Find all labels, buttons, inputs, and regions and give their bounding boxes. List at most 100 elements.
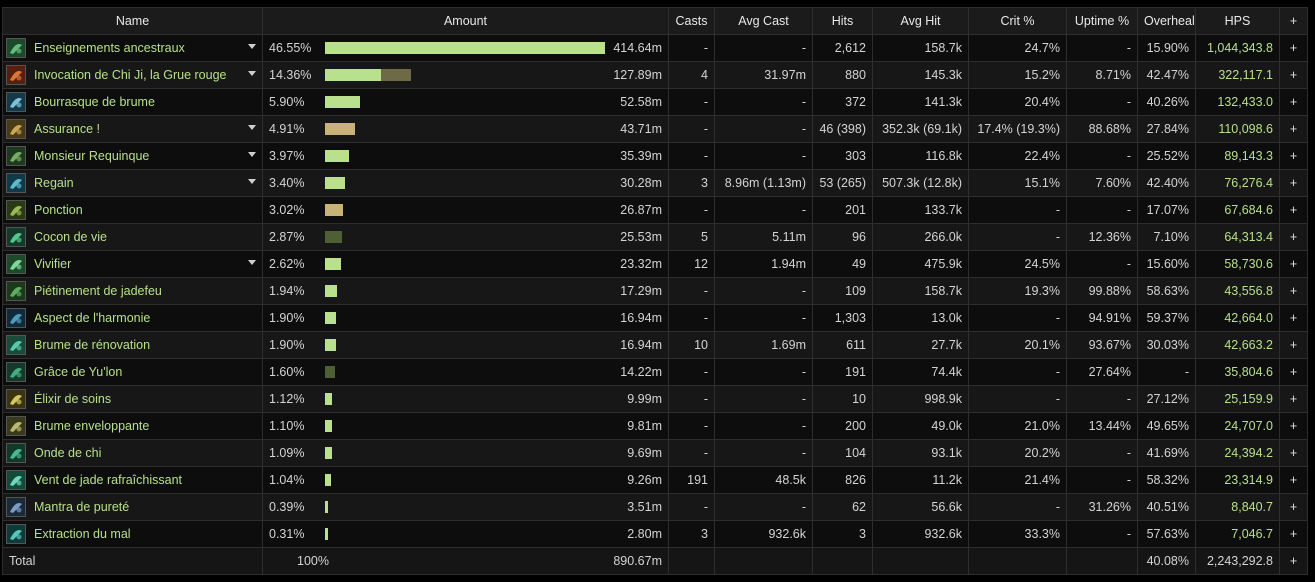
expand-caret-icon[interactable] xyxy=(248,71,256,76)
expand-caret-icon[interactable] xyxy=(248,44,256,49)
table-row[interactable]: Vivifier 2.62% 23.32m 12 1.94m 49 475.9k 24.… xyxy=(2,250,1308,278)
amount-bar-fill xyxy=(325,123,355,135)
casts-cell: - xyxy=(668,196,715,224)
column-header-name[interactable]: Name xyxy=(2,7,263,35)
row-expand-button[interactable]: + xyxy=(1279,385,1308,413)
row-expand-button[interactable]: + xyxy=(1279,358,1308,386)
table-row[interactable]: Monsieur Requinque 3.97% 35.39m - -303 116… xyxy=(2,142,1308,170)
spell-icon-jadefire-stomp xyxy=(6,281,26,301)
table-row[interactable]: Ponction 3.02% 26.87m - -201 133.7k - -17.07… xyxy=(2,196,1308,224)
column-header-casts[interactable]: Casts xyxy=(668,7,715,35)
row-expand-button[interactable]: + xyxy=(1279,277,1308,305)
expand-caret-icon[interactable] xyxy=(248,179,256,184)
uptime-cell: 12.36% xyxy=(1066,223,1138,251)
spell-name-cell[interactable]: Assurance ! xyxy=(2,115,263,143)
spell-name-cell[interactable]: Brume enveloppante xyxy=(2,412,263,440)
overheal-cell: - xyxy=(1137,358,1196,386)
table-row[interactable]: Aspect de l'harmonie 1.90% 16.94m - -1,30… xyxy=(2,304,1308,332)
table-row[interactable]: Onde de chi 1.09% 9.69m - -104 93.1k 20.2% -… xyxy=(2,439,1308,467)
spell-name-cell[interactable]: Ponction xyxy=(2,196,263,224)
spell-name: Monsieur Requinque xyxy=(34,149,150,163)
hits-cell: 49 xyxy=(812,250,873,278)
row-expand-button[interactable]: + xyxy=(1279,466,1308,494)
table-row[interactable]: Extraction du mal 0.31% 2.80m 3 932.6k 3 93… xyxy=(2,520,1308,548)
table-row[interactable]: Bourrasque de brume 5.90% 52.58m - -372 14… xyxy=(2,88,1308,116)
expand-caret-icon[interactable] xyxy=(248,260,256,265)
amount-bar xyxy=(325,393,605,405)
spell-name-cell[interactable]: Cocon de vie xyxy=(2,223,263,251)
avg-cast-cell: 8.96m (1.13m) xyxy=(714,169,813,197)
spell-name-cell[interactable]: Élixir de soins xyxy=(2,385,263,413)
spell-name-cell[interactable]: Onde de chi xyxy=(2,439,263,467)
casts-cell: - xyxy=(668,358,715,386)
spell-name: Ponction xyxy=(34,203,83,217)
crit-cell: 21.0% xyxy=(968,412,1067,440)
amount-value: 30.28m xyxy=(620,176,662,190)
column-header-overheal[interactable]: Overheal xyxy=(1137,7,1196,35)
spell-name-cell[interactable]: Bourrasque de brume xyxy=(2,88,263,116)
row-expand-button[interactable]: + xyxy=(1279,61,1308,89)
table-row[interactable]: Brume enveloppante 1.10% 9.81m - -200 49.0… xyxy=(2,412,1308,440)
spell-name: Vivifier xyxy=(34,257,72,271)
table-row[interactable]: Piétinement de jadefeu 1.94% 17.29m - -10… xyxy=(2,277,1308,305)
table-row[interactable]: Grâce de Yu'lon 1.60% 14.22m - -191 74.4k -… xyxy=(2,358,1308,386)
spell-icon-monsieur-requinque xyxy=(6,146,26,166)
column-header-avg-cast[interactable]: Avg Cast xyxy=(714,7,813,35)
expand-caret-icon[interactable] xyxy=(248,152,256,157)
spell-name-cell[interactable]: Brume de rénovation xyxy=(2,331,263,359)
row-expand-button[interactable]: + xyxy=(1279,412,1308,440)
row-expand-button[interactable]: + xyxy=(1279,493,1308,521)
row-expand-button[interactable]: + xyxy=(1279,250,1308,278)
table-row[interactable]: Brume de rénovation 1.90% 16.94m 10 1.69m… xyxy=(2,331,1308,359)
column-header-uptime[interactable]: Uptime % xyxy=(1066,7,1138,35)
overheal-cell: 27.84% xyxy=(1137,115,1196,143)
amount-bar xyxy=(325,366,605,378)
spell-name-cell[interactable]: Grâce de Yu'lon xyxy=(2,358,263,386)
amount-bar xyxy=(325,204,605,216)
add-column-button[interactable]: + xyxy=(1279,7,1308,35)
row-expand-button[interactable]: + xyxy=(1279,115,1308,143)
column-header-hps[interactable]: HPS xyxy=(1195,7,1280,35)
spell-name-cell[interactable]: Monsieur Requinque xyxy=(2,142,263,170)
spell-name-cell[interactable]: Vent de jade rafraîchissant xyxy=(2,466,263,494)
spell-name-cell[interactable]: Regain xyxy=(2,169,263,197)
expand-caret-icon[interactable] xyxy=(248,125,256,130)
row-expand-button[interactable]: + xyxy=(1279,88,1308,116)
amount-bar xyxy=(325,420,605,432)
table-row[interactable]: Cocon de vie 2.87% 25.53m 5 5.11m 96 266.0k… xyxy=(2,223,1308,251)
row-expand-button[interactable]: + xyxy=(1279,142,1308,170)
spell-name-cell[interactable]: Vivifier xyxy=(2,250,263,278)
spell-name-cell[interactable]: Piétinement de jadefeu xyxy=(2,277,263,305)
total-expand-button[interactable]: + xyxy=(1279,547,1308,575)
row-expand-button[interactable]: + xyxy=(1279,331,1308,359)
column-header-avg-hit[interactable]: Avg Hit xyxy=(872,7,969,35)
table-row[interactable]: Élixir de soins 1.12% 9.99m - -10 998.9k - -… xyxy=(2,385,1308,413)
table-row[interactable]: Enseignements ancestraux 46.55% 414.64m … xyxy=(2,34,1308,62)
row-expand-button[interactable]: + xyxy=(1279,34,1308,62)
row-expand-button[interactable]: + xyxy=(1279,223,1308,251)
amount-bar-fill xyxy=(325,150,349,162)
row-expand-button[interactable]: + xyxy=(1279,304,1308,332)
spell-name-cell[interactable]: Invocation de Chi Ji, la Grue rouge xyxy=(2,61,263,89)
table-row[interactable]: Regain 3.40% 30.28m 3 8.96m (1.13m) 53 (26… xyxy=(2,169,1308,197)
spell-name-cell[interactable]: Mantra de pureté xyxy=(2,493,263,521)
column-header-amount[interactable]: Amount xyxy=(262,7,669,35)
hits-cell: 2,612 xyxy=(812,34,873,62)
spell-name-cell[interactable]: Aspect de l'harmonie xyxy=(2,304,263,332)
row-expand-button[interactable]: + xyxy=(1279,439,1308,467)
row-expand-button[interactable]: + xyxy=(1279,520,1308,548)
total-amount: 890.67m xyxy=(613,554,662,568)
table-row[interactable]: Vent de jade rafraîchissant 1.04% 9.26m … xyxy=(2,466,1308,494)
table-row[interactable]: Mantra de pureté 0.39% 3.51m - -62 56.6k -3… xyxy=(2,493,1308,521)
uptime-cell: - xyxy=(1066,196,1138,224)
table-row[interactable]: Assurance ! 4.91% 43.71m - -46 (398) 352.3… xyxy=(2,115,1308,143)
spell-name-cell[interactable]: Extraction du mal xyxy=(2,520,263,548)
row-expand-button[interactable]: + xyxy=(1279,196,1308,224)
uptime-cell: 94.91% xyxy=(1066,304,1138,332)
table-row[interactable]: Invocation de Chi Ji, la Grue rouge 14.3… xyxy=(2,61,1308,89)
column-header-hits[interactable]: Hits xyxy=(812,7,873,35)
uptime-cell: 99.88% xyxy=(1066,277,1138,305)
row-expand-button[interactable]: + xyxy=(1279,169,1308,197)
column-header-crit[interactable]: Crit % xyxy=(968,7,1067,35)
spell-name-cell[interactable]: Enseignements ancestraux xyxy=(2,34,263,62)
